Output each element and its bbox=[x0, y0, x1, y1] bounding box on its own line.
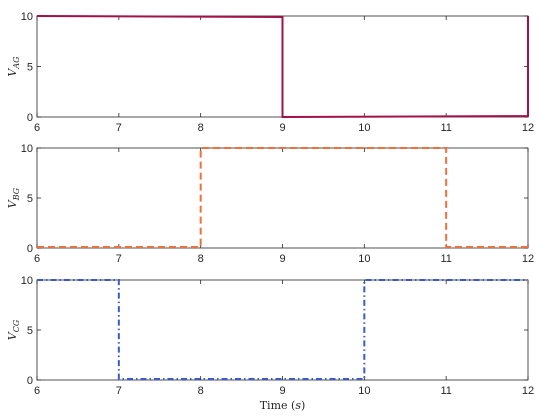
x-tick-label: 8 bbox=[198, 385, 204, 397]
x-axis-title: Time (s) bbox=[260, 399, 306, 412]
x-tick-label: 9 bbox=[279, 253, 285, 265]
x-tick-label: 10 bbox=[358, 385, 370, 397]
x-tick-label: 12 bbox=[522, 253, 534, 265]
x-tick-label: 8 bbox=[198, 122, 204, 134]
y-axis-title-3: VCG bbox=[6, 319, 21, 340]
y-tick-label: 0 bbox=[27, 243, 33, 255]
axes-box-3 bbox=[36, 279, 529, 381]
series-line-2-1 bbox=[37, 147, 528, 248]
x-tick-label: 6 bbox=[34, 385, 40, 397]
x-tick-label: 11 bbox=[440, 122, 451, 134]
x-tick-label: 8 bbox=[198, 253, 204, 265]
axes-box-2 bbox=[36, 147, 529, 249]
x-tick-label: 7 bbox=[116, 385, 122, 397]
x-tick-label: 10 bbox=[358, 253, 370, 265]
x-tick-label: 7 bbox=[116, 122, 122, 134]
x-tick-label: 6 bbox=[34, 253, 40, 265]
y-tick-label: 0 bbox=[27, 375, 33, 387]
series-line-3-1 bbox=[37, 279, 528, 380]
x-tick-label: 6 bbox=[34, 122, 40, 134]
y-axis-title-2: VBG bbox=[6, 187, 21, 208]
series-line-1-1 bbox=[36, 15, 529, 119]
x-tick-label: 12 bbox=[522, 385, 534, 397]
x-tick-label: 9 bbox=[279, 122, 285, 134]
x-tick-label: 12 bbox=[522, 122, 534, 134]
x-tick-label: 11 bbox=[440, 385, 451, 397]
x-tick-label: 7 bbox=[116, 253, 122, 265]
y-tick-label: 5 bbox=[27, 325, 33, 337]
y-axis-title-1: VAG bbox=[6, 56, 21, 77]
x-tick-label: 10 bbox=[358, 122, 370, 134]
x-tick-label: 11 bbox=[440, 253, 451, 265]
y-tick-label: 5 bbox=[27, 193, 33, 205]
y-tick-label: 5 bbox=[27, 62, 33, 74]
y-tick-label: 10 bbox=[21, 275, 33, 287]
y-tick-label: 0 bbox=[27, 112, 33, 124]
x-tick-label: 9 bbox=[279, 385, 285, 397]
y-tick-label: 10 bbox=[21, 143, 33, 155]
y-tick-label: 10 bbox=[21, 11, 33, 23]
